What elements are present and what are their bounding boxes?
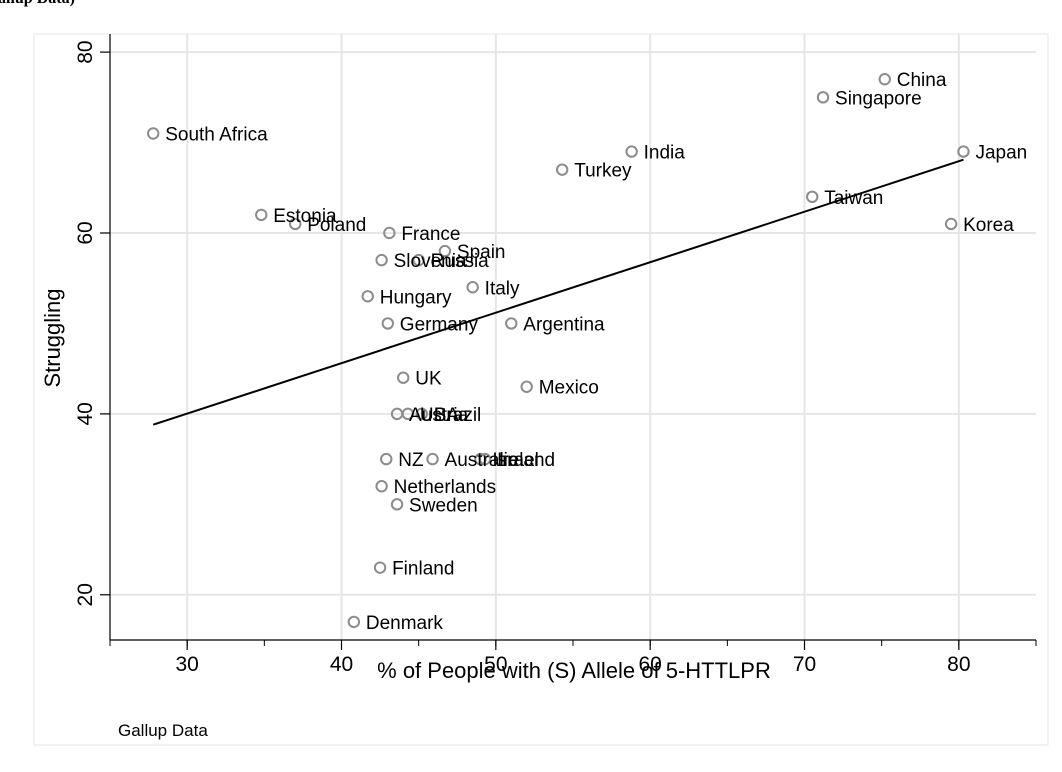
x-tick-label: 60 [638,653,661,676]
data-point [878,73,891,86]
data-point [375,253,388,267]
fit-line [152,158,964,426]
point-label: Hungary [380,287,452,308]
data-point [390,498,404,511]
x-tick-label: 70 [793,653,816,676]
data-point [806,190,819,204]
point-label: UK [415,369,442,390]
data-point [520,380,533,393]
data-point [474,452,487,466]
x-tick-label: 30 [175,653,198,676]
data-point [373,561,387,574]
point-label: Korea [963,215,1014,236]
data-points [147,73,970,629]
data-point [426,452,439,466]
y-tick-label: 60 [74,221,97,244]
data-point [478,452,492,466]
data-point [361,290,374,303]
point-label: South Africa [165,124,268,145]
point-label: Ireland [497,450,555,471]
data-point [944,217,958,231]
data-point [147,127,160,140]
data-point [380,452,393,466]
data-point [375,480,388,493]
point-label: Japan [975,143,1027,164]
data-point [505,317,518,330]
point-label: Spain [457,242,506,263]
data-point [957,145,970,158]
point-label: Italy [485,278,520,299]
point-label: Argentina [523,314,605,335]
point-label: Brazil [434,405,482,426]
point-label: France [401,224,460,245]
x-tick-label: 40 [330,653,353,676]
point-label: Slovenia [394,251,467,272]
data-point [289,217,302,231]
data-point [381,317,394,330]
y-tick-label: 40 [74,402,97,425]
point-label: Russia [431,251,490,272]
data-point [255,208,268,222]
source-note: Gallup Data [118,721,208,740]
point-label: Poland [307,215,366,236]
point-label: Singapore [835,88,922,109]
data-point [438,244,452,258]
data-point [816,91,830,104]
x-axis-label: % of People with (S) Allele of 5-HTTLPR [377,658,771,683]
x-tick-label: 50 [484,653,507,676]
data-point [466,281,479,294]
point-label: Netherlands [394,477,496,498]
point-label: USA [420,405,459,426]
grid-lines [110,34,1036,640]
axes [100,34,1037,650]
x-tick-label: 80 [947,653,970,676]
point-label: Taiwan [824,188,883,209]
chart-panel-border [33,33,1049,746]
data-point [347,615,361,629]
point-label: Germany [400,314,479,335]
data-point [555,163,569,176]
data-point [415,407,428,421]
point-label: Australia [445,450,519,471]
data-point [397,371,410,384]
data-point [401,407,415,421]
point-label: Denmark [366,613,444,634]
data-point [625,145,638,158]
fit-line-group [152,158,964,426]
point-label: NZ [398,450,424,471]
data-point [412,253,425,267]
point-label: Estonia [273,206,337,227]
point-label: Sweden [409,495,478,516]
y-tick-label: 20 [74,583,97,606]
chart-title-fragment: allup Data) [0,0,75,8]
point-label: Mexico [539,378,599,399]
point-label: Finland [392,559,454,580]
y-axis-label: Struggling [40,288,65,387]
point-label: Turkey [574,161,632,182]
point-label: China [897,70,947,91]
data-point [383,226,396,240]
y-tick-label: 80 [74,40,97,63]
point-label: India [644,143,686,164]
point-label: Austria [409,405,469,426]
point-label: Israel [492,450,538,471]
tick-labels: 30 40 50 60 70 80 20 40 60 80 [74,40,971,676]
